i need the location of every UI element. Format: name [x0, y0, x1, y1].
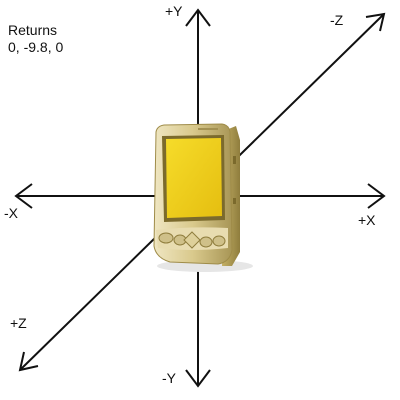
axis-label-pos-z: +Z	[10, 315, 27, 331]
device-button-4	[212, 235, 226, 247]
device-button-1	[158, 232, 174, 244]
z-axis-arrowhead-bottom	[18, 351, 39, 372]
axis-label-pos-y: +Y	[165, 3, 183, 19]
side-button-2	[233, 198, 236, 204]
axis-label-neg-z: -Z	[330, 12, 344, 28]
pocket-pc-device-icon	[153, 123, 253, 272]
axis-label-neg-y: -Y	[162, 370, 176, 386]
device-button-3	[199, 236, 213, 248]
y-axis-arrowhead-bottom	[185, 369, 211, 388]
returns-value: 0, -9.8, 0	[8, 39, 64, 55]
device-dpad	[183, 231, 201, 249]
axis-label-pos-x: +X	[358, 212, 376, 228]
axis-label-neg-x: -X	[4, 205, 18, 221]
device-logo	[198, 128, 218, 130]
x-axis-arrowhead-right	[367, 183, 386, 209]
y-axis-arrowhead-top	[185, 8, 211, 27]
device-screen	[166, 138, 222, 218]
returns-title: Returns	[8, 22, 58, 38]
returns-readout: Returns 0, -9.8, 0	[8, 22, 63, 56]
side-button-1	[233, 156, 236, 164]
z-axis-arrowhead-top	[365, 12, 386, 32]
x-axis-arrowhead-left	[14, 183, 33, 209]
